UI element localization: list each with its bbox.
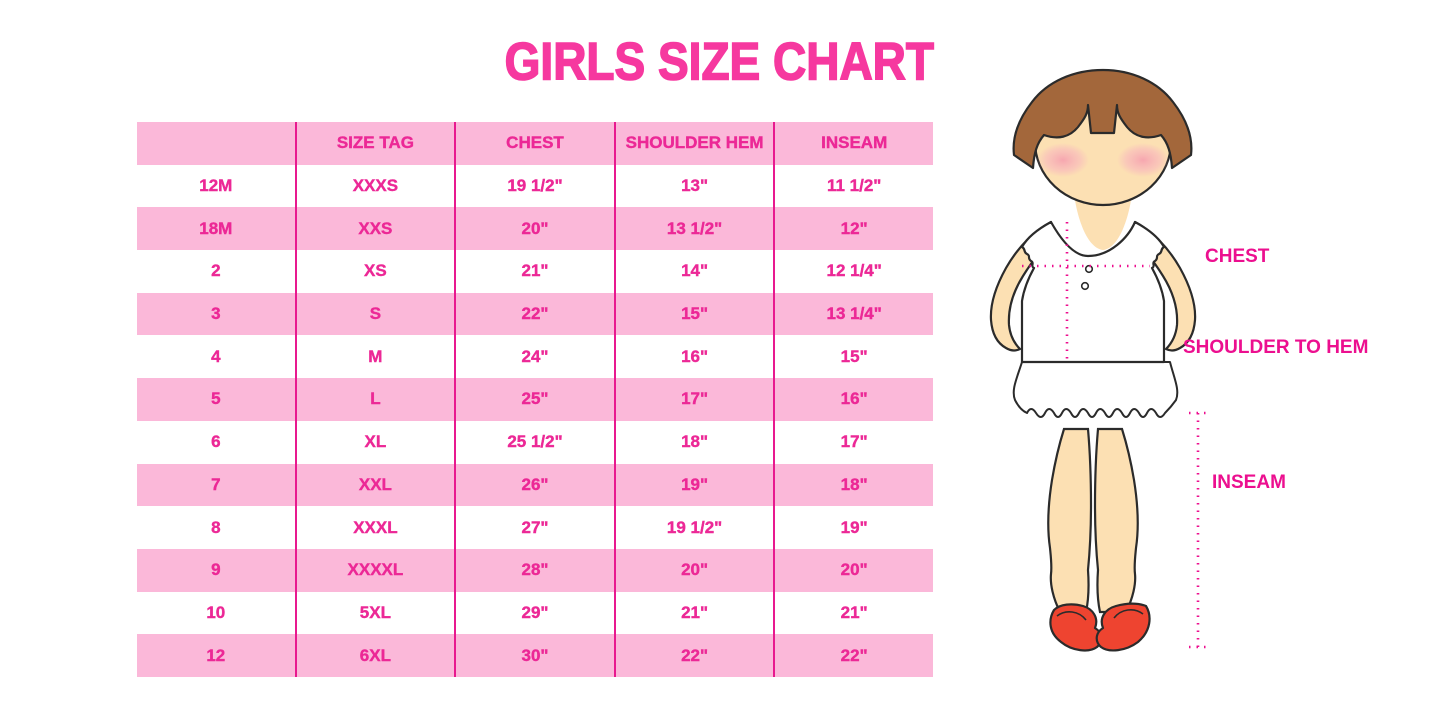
svg-text:CHEST: CHEST [1205, 246, 1270, 267]
svg-text:INSEAM: INSEAM [1212, 472, 1286, 493]
svg-text:SHOULDER TO HEM: SHOULDER TO HEM [1183, 337, 1368, 358]
